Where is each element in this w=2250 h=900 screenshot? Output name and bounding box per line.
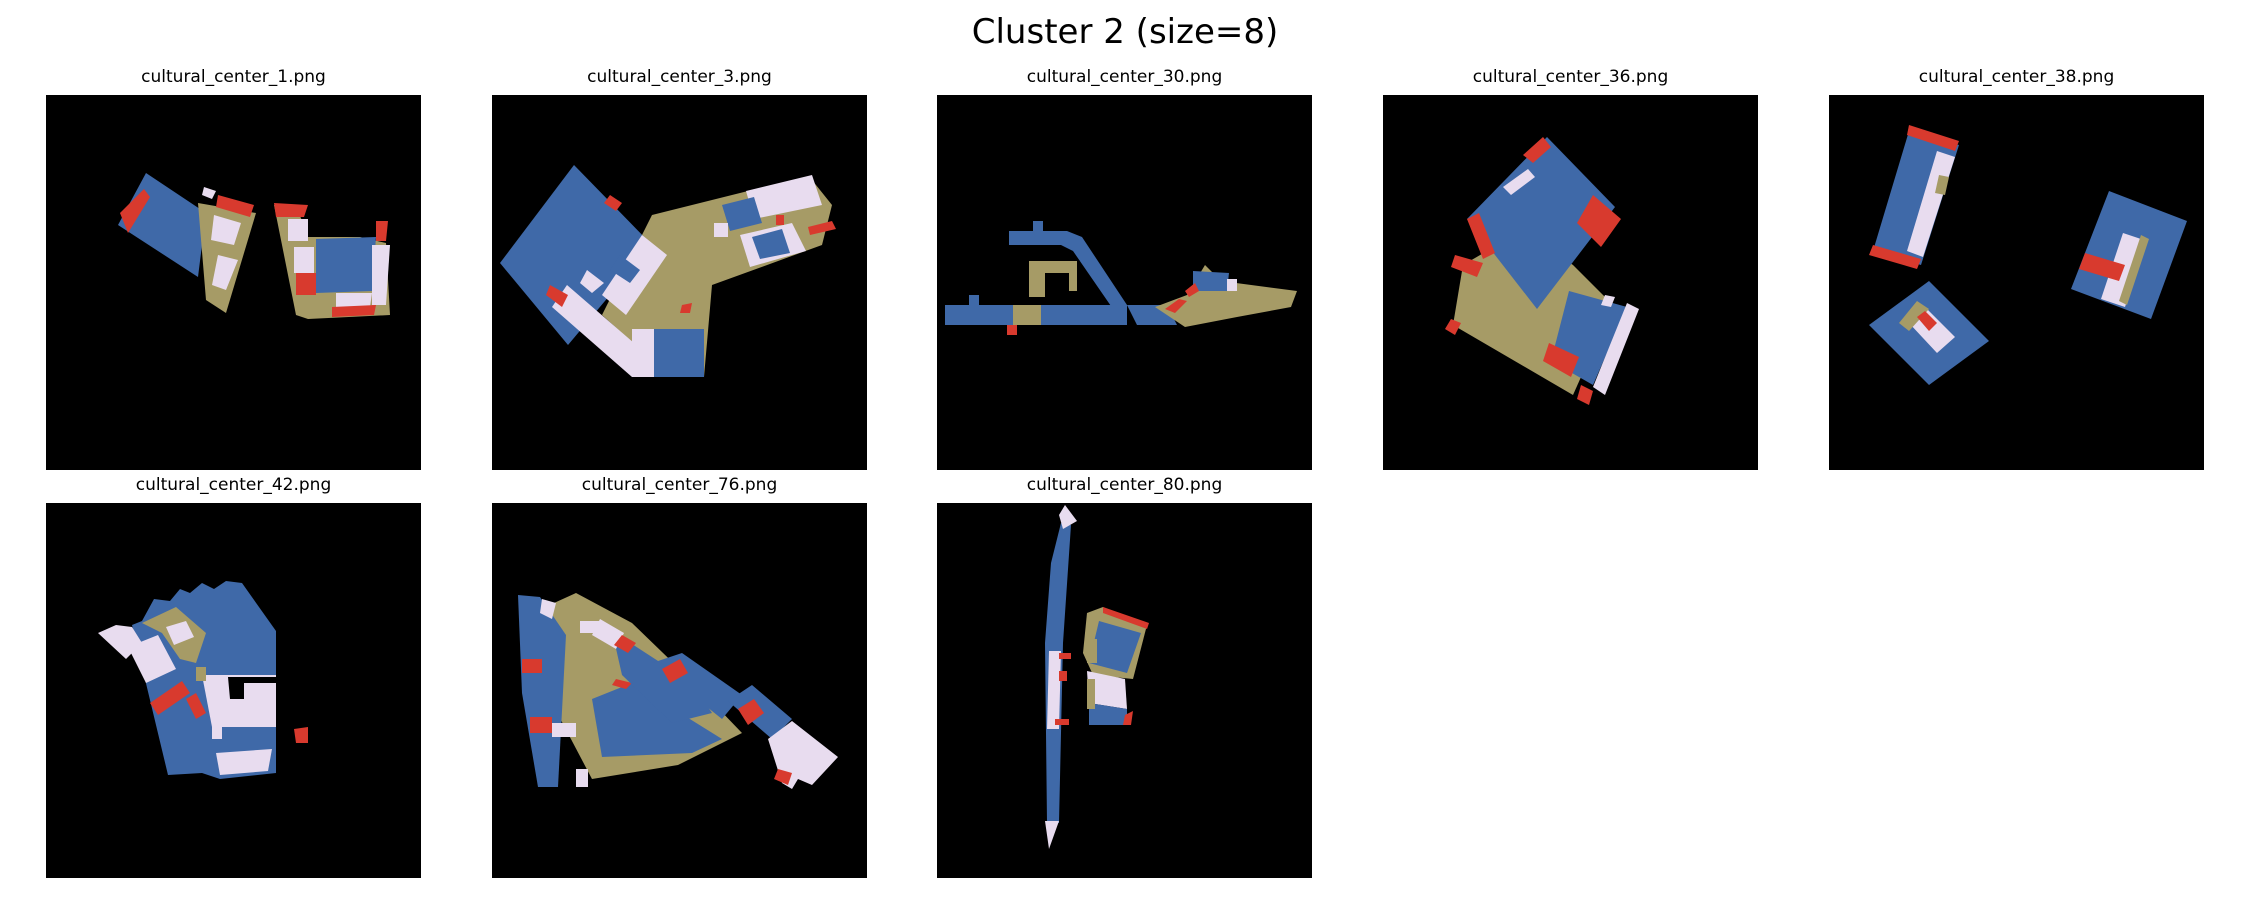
floorplan-image: [492, 95, 867, 470]
floorplan-graphic: [500, 165, 836, 377]
floorplan-image: [46, 95, 421, 470]
floorplan-graphic: [518, 593, 838, 789]
floorplan-graphic: [118, 173, 390, 319]
panel-title: cultural_center_30.png: [1026, 67, 1223, 87]
floorplan-graphic: [1045, 505, 1149, 849]
panel-title: cultural_center_42.png: [135, 475, 332, 495]
floorplan-image: [1829, 95, 2204, 470]
floorplan-image: [492, 503, 867, 878]
panel-title: cultural_center_3.png: [587, 67, 772, 87]
figure-title: Cluster 2 (size=8): [971, 12, 1279, 52]
panel-title: cultural_center_76.png: [581, 475, 778, 495]
panel-title: cultural_center_38.png: [1918, 67, 2115, 87]
panel-title: cultural_center_36.png: [1472, 67, 1669, 87]
panel-title: cultural_center_80.png: [1026, 475, 1223, 495]
floorplan-graphic: [98, 581, 308, 779]
floorplan-graphic: [1445, 137, 1639, 405]
floorplan-graphic: [945, 221, 1297, 335]
floorplan-image: [46, 503, 421, 878]
floorplan-image: [1383, 95, 1758, 470]
floorplan-image: [937, 503, 1312, 878]
panel-title: cultural_center_1.png: [141, 67, 326, 87]
floorplan-image: [937, 95, 1312, 470]
floorplan-graphic: [1869, 125, 2187, 385]
